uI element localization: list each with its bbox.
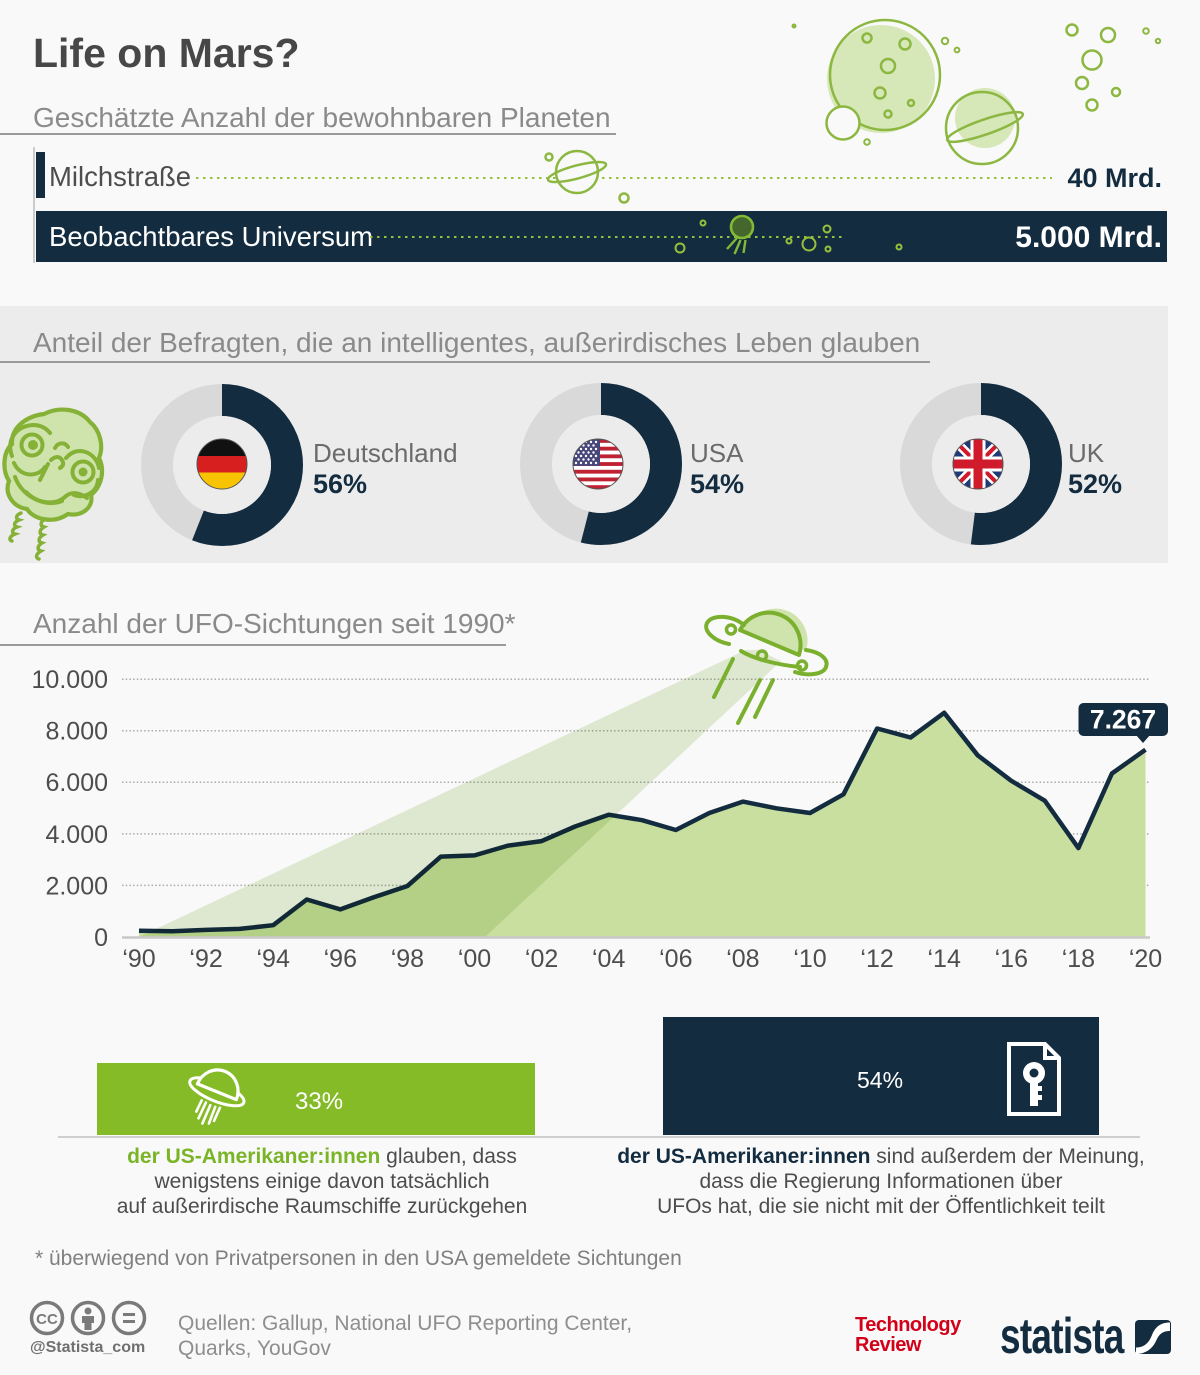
svg-text:‘00: ‘00 — [458, 945, 491, 973]
svg-text:10.000: 10.000 — [32, 666, 108, 694]
svg-text:‘94: ‘94 — [257, 945, 290, 973]
svg-text:‘90: ‘90 — [122, 945, 155, 973]
svg-text:‘06: ‘06 — [659, 945, 692, 973]
svg-text:8.000: 8.000 — [45, 718, 108, 746]
svg-text:‘20: ‘20 — [1129, 945, 1162, 973]
svg-text:‘96: ‘96 — [324, 945, 357, 973]
svg-text:40 Mrd.: 40 Mrd. — [1067, 163, 1162, 193]
svg-text:0: 0 — [94, 924, 108, 952]
svg-text:‘14: ‘14 — [928, 945, 961, 973]
svg-text:‘10: ‘10 — [793, 945, 826, 973]
svg-text:‘92: ‘92 — [189, 945, 222, 973]
svg-text:Milchstraße: Milchstraße — [49, 161, 191, 192]
svg-text:CC: CC — [36, 1311, 58, 1328]
svg-text:Beobachtbares Universum: Beobachtbares Universum — [49, 221, 373, 252]
svg-text:statista: statista — [1000, 1309, 1125, 1365]
svg-text:‘98: ‘98 — [391, 945, 424, 973]
svg-text:5.000 Mrd.: 5.000 Mrd. — [1015, 221, 1162, 254]
svg-text:2.000: 2.000 — [45, 872, 108, 900]
svg-text:‘12: ‘12 — [860, 945, 893, 973]
svg-text:4.000: 4.000 — [45, 821, 108, 849]
svg-text:7.267: 7.267 — [1090, 705, 1156, 735]
svg-text:‘04: ‘04 — [592, 945, 625, 973]
svg-text:‘02: ‘02 — [525, 945, 558, 973]
svg-text:‘16: ‘16 — [995, 945, 1028, 973]
svg-text:6.000: 6.000 — [45, 769, 108, 797]
svg-text:‘08: ‘08 — [726, 945, 759, 973]
svg-text:‘18: ‘18 — [1062, 945, 1095, 973]
